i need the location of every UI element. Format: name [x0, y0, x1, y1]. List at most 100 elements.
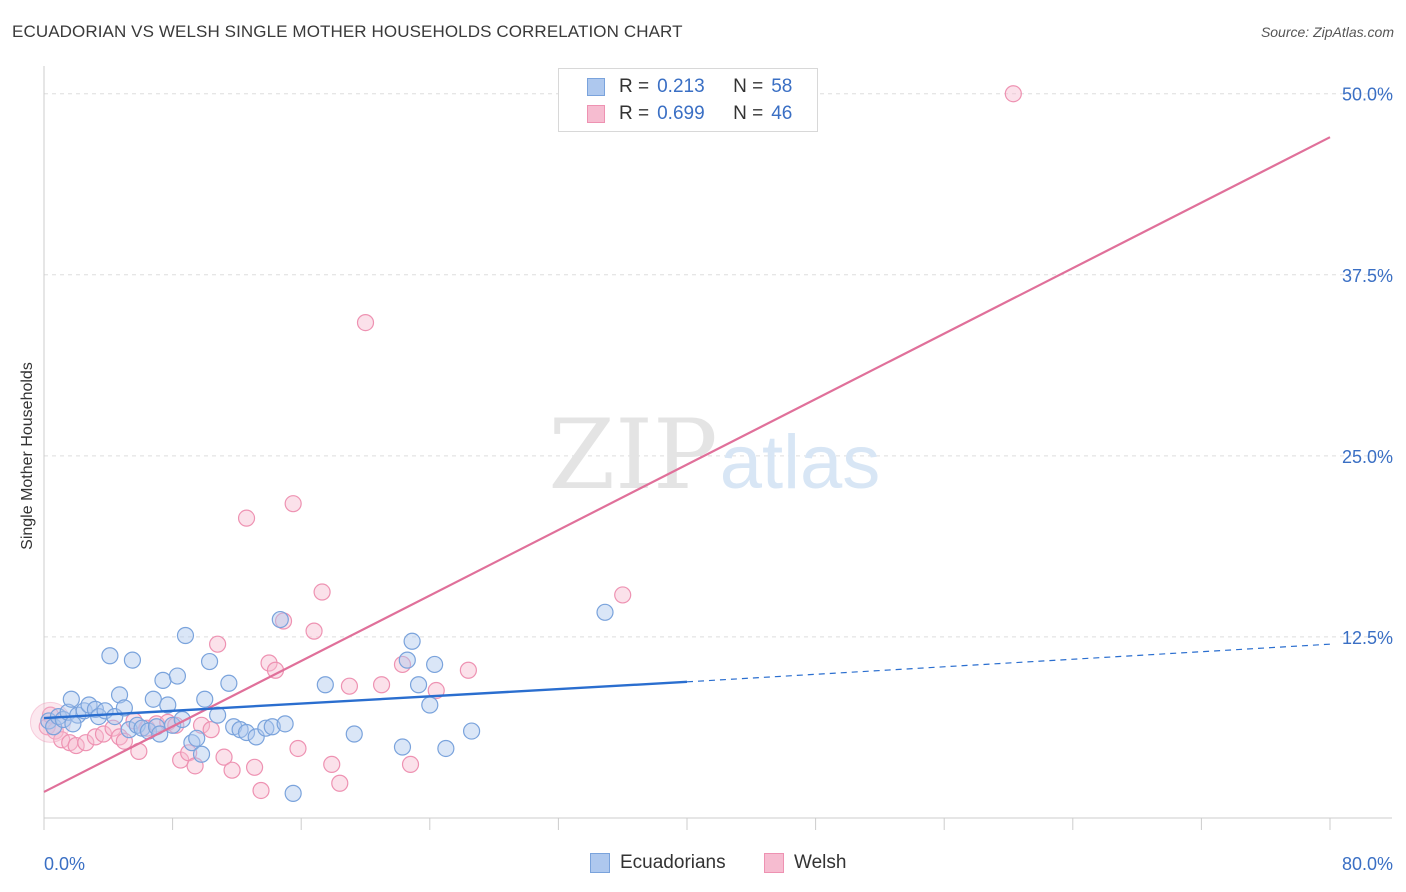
ecuadorian-point: [271, 610, 289, 629]
watermark-atlas: atlas: [720, 420, 881, 505]
ecuadorian-point: [115, 699, 133, 717]
legend-row-ecuadorians: R = 0.213 N = 58: [587, 75, 792, 99]
ecuadorian-point: [284, 784, 302, 802]
ecuadorian-point: [345, 725, 363, 743]
welsh-point: [77, 734, 95, 752]
x-tick-label: 80.0%: [1342, 854, 1393, 874]
welsh-point: [260, 654, 278, 672]
r-value-welsh: 0.699: [657, 103, 705, 124]
ecuadorian-point: [200, 652, 219, 671]
y-tick-label: 50.0%: [1342, 85, 1393, 105]
legend-item-ecuadorians[interactable]: Ecuadorians: [590, 852, 726, 874]
welsh-point: [215, 748, 233, 766]
ecuadorian-point: [64, 715, 82, 733]
grid-lines: [44, 93, 1392, 638]
ecuadorian-point: [188, 729, 206, 747]
ecuadorians-swatch: [587, 78, 605, 96]
ecuadorian-point: [62, 690, 80, 708]
welsh-point: [331, 774, 349, 792]
n-value-ecuadorians: 58: [771, 76, 793, 97]
ecuadorian-point: [192, 745, 211, 763]
ecuadorian-point: [257, 719, 275, 737]
ecuadorian-point: [196, 690, 214, 708]
welsh-point: [237, 509, 256, 527]
r-label: R =: [619, 103, 650, 124]
r-value-ecuadorians: 0.213: [657, 76, 705, 97]
n-label: N =: [733, 103, 764, 124]
ecuadorian-point: [409, 676, 428, 694]
welsh-point: [305, 622, 323, 640]
welsh-point: [459, 661, 477, 679]
welsh-point: [67, 736, 85, 755]
y-axis-label: Single Mother Households: [19, 362, 36, 550]
watermark: ZIP atlas: [548, 399, 880, 511]
welsh-point: [614, 586, 632, 604]
ecuadorians-legend-swatch: [590, 853, 610, 873]
ecuadorian-point: [237, 723, 256, 742]
watermark-zip: ZIP: [548, 399, 717, 511]
y-tick-label: 12.5%: [1342, 628, 1393, 648]
welsh-point: [372, 676, 391, 694]
welsh-point: [313, 583, 331, 601]
ecuadorian-point: [437, 739, 455, 758]
ecuadorian-point: [159, 696, 177, 714]
welsh-point: [209, 635, 227, 653]
ecuadorian-trend-line: [43, 680, 688, 720]
ecuadorian-point: [276, 715, 294, 733]
welsh-point: [284, 495, 302, 513]
welsh-trend-line: [43, 136, 1331, 793]
ecuadorian-point: [421, 696, 439, 714]
welsh-point: [1004, 85, 1022, 103]
welsh-point: [356, 313, 375, 332]
ecuadorian-point: [316, 676, 334, 694]
welsh-point: [323, 755, 341, 774]
welsh-point: [340, 677, 359, 695]
welsh-point: [223, 761, 241, 779]
ecuadorian-point: [462, 722, 481, 740]
source-label: Source: ZipAtlas.com: [1260, 24, 1394, 40]
trend-lines: [43, 136, 1331, 793]
legend-item-welsh[interactable]: Welsh: [764, 852, 846, 874]
welsh-point: [289, 739, 307, 758]
welsh-point: [401, 755, 420, 774]
ecuadorian-point: [393, 738, 412, 756]
legend-label-ecuadorians: Ecuadorians: [620, 852, 726, 873]
tick-labels: 12.5% 25.0% 37.5% 50.0% 0.0% 80.0%: [44, 85, 1393, 874]
legend-label-welsh: Welsh: [794, 852, 847, 873]
r-label: R =: [619, 76, 650, 97]
welsh-point: [252, 781, 270, 800]
ecuadorian-point: [120, 721, 138, 739]
ecuadorian-point: [596, 603, 614, 621]
ecuadorian-point: [220, 674, 238, 692]
ecuadorian-point: [110, 686, 129, 704]
series-legend: Ecuadorians Welsh: [0, 852, 1406, 878]
y-tick-label: 37.5%: [1342, 266, 1393, 286]
ecuadorian-point: [123, 651, 142, 669]
ecuadorian-point: [426, 655, 444, 674]
ecuadorian-point: [168, 667, 187, 685]
ecuadorian-point: [106, 708, 124, 726]
ecuadorian-point: [247, 728, 265, 746]
x-tick-label: 0.0%: [44, 854, 85, 874]
welsh-point: [427, 681, 445, 700]
ecuadorian-point: [101, 647, 119, 665]
welsh-point: [192, 716, 211, 734]
ecuadorian-point: [263, 718, 281, 736]
y-tick-label: 25.0%: [1342, 447, 1393, 467]
welsh-point: [245, 758, 264, 776]
ecuadorian-point: [144, 690, 162, 708]
welsh-point: [202, 721, 220, 739]
legend-row-welsh: R = 0.699 N = 46: [587, 102, 792, 126]
ecuadorian-point: [176, 626, 195, 645]
welsh-swatch: [587, 105, 605, 123]
axes: [43, 66, 1392, 830]
stats-legend: R = 0.213 N = 58 R = 0.699 N = 46: [558, 68, 818, 132]
ecuadorian-point: [398, 651, 416, 669]
welsh-legend-swatch: [764, 853, 784, 873]
ecuadorian-point: [154, 671, 172, 689]
ecuadorian-point: [403, 632, 421, 650]
n-label: N =: [733, 76, 764, 97]
n-value-welsh: 46: [771, 103, 793, 124]
chart-title: ECUADORIAN VS WELSH SINGLE MOTHER HOUSEH…: [12, 22, 683, 41]
